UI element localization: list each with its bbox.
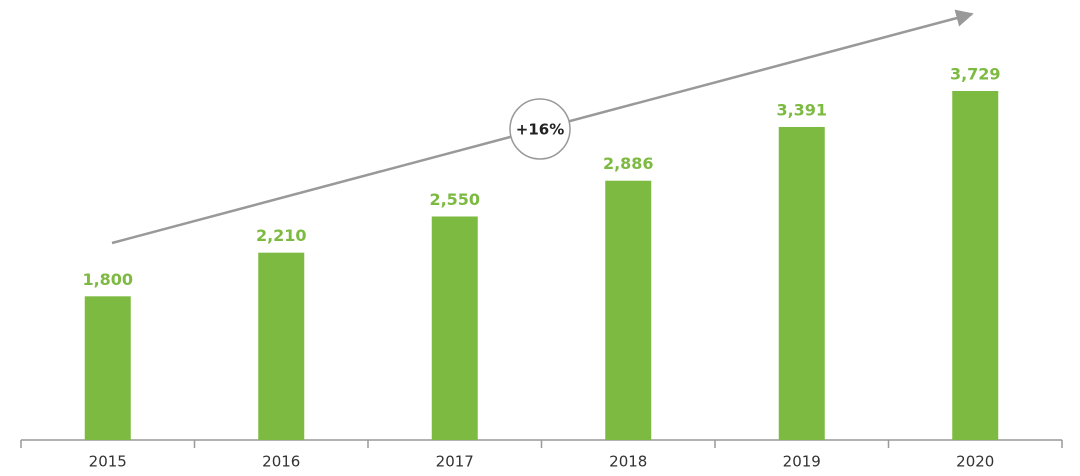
annotation: +16% [516, 121, 564, 139]
bar [431, 216, 478, 440]
bar [84, 296, 131, 440]
value-label: 2,550 [429, 190, 480, 209]
x-tick-label: 2017 [436, 453, 474, 471]
bar [778, 126, 825, 441]
value-label: 3,391 [776, 100, 827, 119]
bar [258, 252, 305, 440]
annotation-circle [509, 98, 571, 160]
value-label: 1,800 [82, 270, 133, 289]
value-label: 2,210 [256, 226, 307, 245]
value-label: 2,886 [603, 154, 654, 173]
x-tick-label: 2019 [783, 453, 821, 471]
x-tick-label: 2018 [609, 453, 647, 471]
x-tick-label: 2020 [956, 453, 994, 471]
x-tick-label: 2015 [89, 453, 127, 471]
bar [952, 91, 999, 440]
x-tick-label: 2016 [262, 453, 300, 471]
value-label: 3,729 [950, 65, 1001, 84]
bar [605, 180, 652, 440]
